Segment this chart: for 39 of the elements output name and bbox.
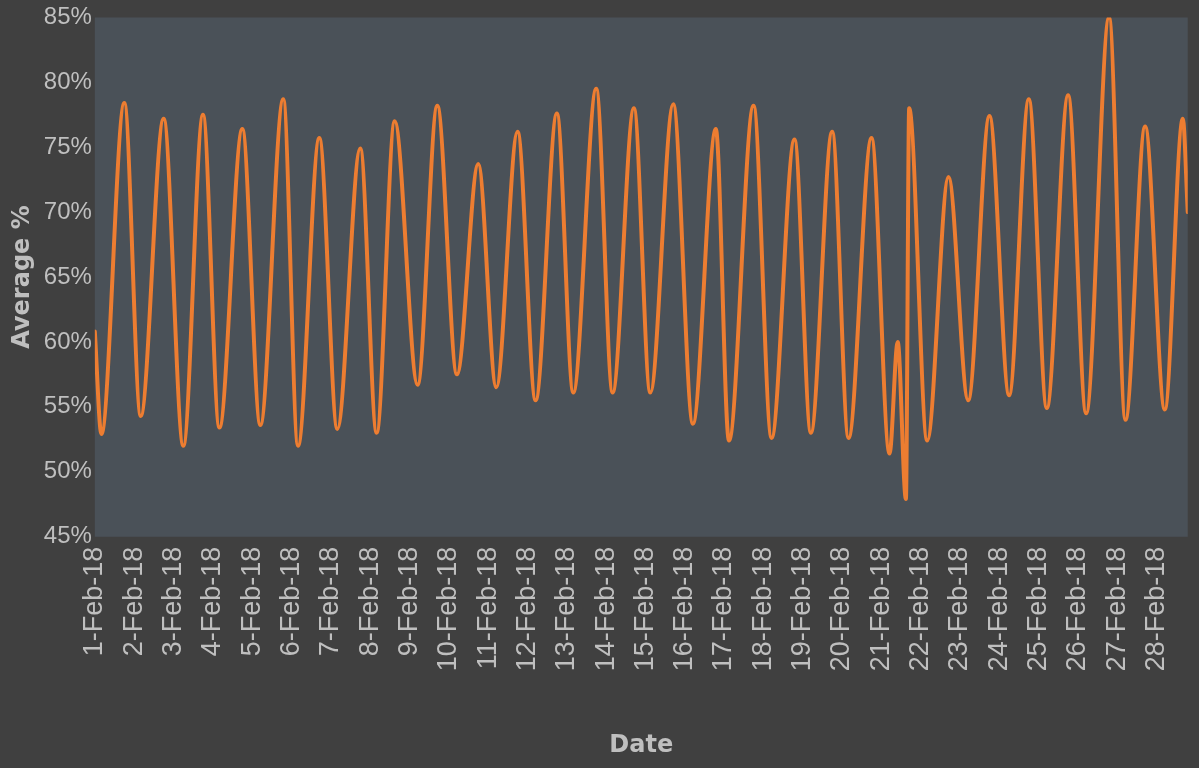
x-tick-label: 8-Feb-18 — [353, 546, 384, 657]
x-tick-label: 10-Feb-18 — [432, 546, 463, 672]
y-tick-label: 65% — [43, 261, 92, 289]
x-tick-label: 23-Feb-18 — [943, 546, 974, 672]
x-tick-label: 4-Feb-18 — [196, 546, 227, 657]
y-tick-label: 45% — [43, 521, 92, 549]
y-tick-label: 70% — [43, 196, 92, 224]
y-tick-label: 60% — [43, 326, 92, 354]
x-tick-label: 16-Feb-18 — [668, 546, 699, 672]
x-tick-label: 27-Feb-18 — [1100, 546, 1131, 672]
y-tick-label: 85% — [43, 2, 92, 30]
x-tick-label: 3-Feb-18 — [156, 546, 187, 657]
x-tick-label: 21-Feb-18 — [864, 546, 895, 672]
x-tick-label: 9-Feb-18 — [392, 546, 423, 657]
x-tick-label: 12-Feb-18 — [510, 546, 541, 672]
x-tick-label: 20-Feb-18 — [825, 546, 856, 672]
x-tick-label: 1-Feb-18 — [78, 546, 109, 657]
x-tick-label: 2-Feb-18 — [117, 546, 148, 657]
x-tick-label: 14-Feb-18 — [589, 546, 620, 672]
x-tick-label: 26-Feb-18 — [1061, 546, 1092, 672]
x-axis-title: Date — [609, 729, 674, 758]
x-tick-label: 25-Feb-18 — [1022, 546, 1053, 672]
y-axis-title: Average % — [6, 205, 35, 349]
x-tick-label: 13-Feb-18 — [550, 546, 581, 672]
x-tick-label: 17-Feb-18 — [707, 546, 738, 672]
y-tick-label: 80% — [43, 66, 92, 94]
x-tick-label: 24-Feb-18 — [982, 546, 1013, 672]
x-tick-label: 18-Feb-18 — [746, 546, 777, 672]
x-tick-label: 15-Feb-18 — [628, 546, 659, 672]
x-tick-label: 28-Feb-18 — [1140, 546, 1171, 672]
x-tick-label: 22-Feb-18 — [904, 546, 935, 672]
y-tick-label: 50% — [43, 456, 92, 484]
x-tick-label: 6-Feb-18 — [274, 546, 305, 657]
y-tick-label: 55% — [43, 391, 92, 419]
y-tick-label: 75% — [43, 131, 92, 159]
x-tick-label: 19-Feb-18 — [786, 546, 817, 672]
x-tick-label: 5-Feb-18 — [235, 546, 266, 657]
x-tick-label: 11-Feb-18 — [471, 546, 502, 670]
x-tick-label: 7-Feb-18 — [314, 546, 345, 657]
